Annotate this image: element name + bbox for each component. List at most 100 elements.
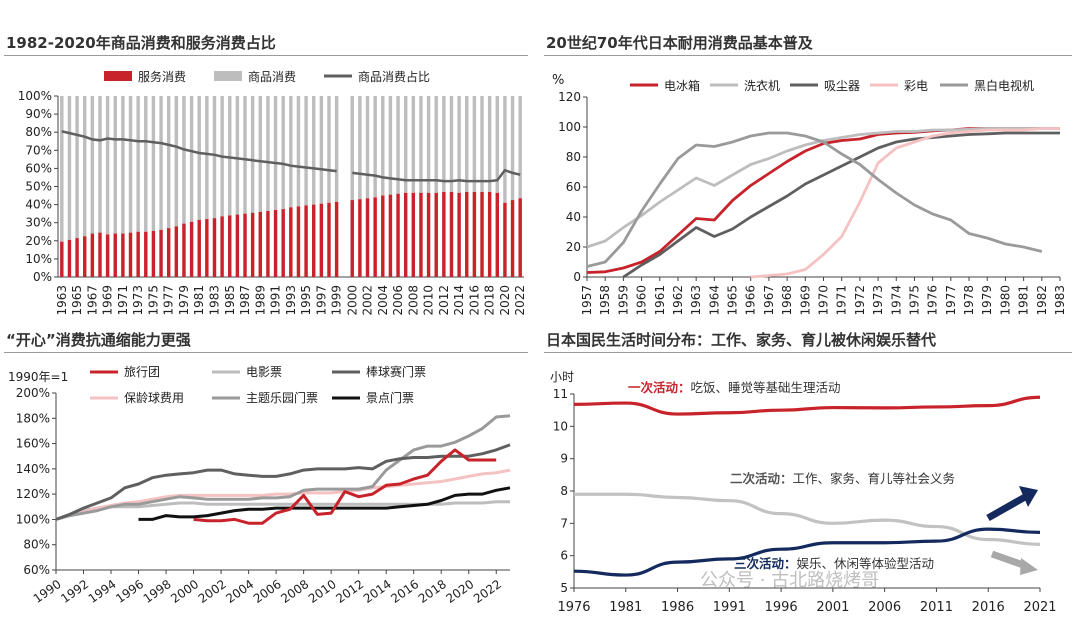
service-consumption-bar bbox=[235, 214, 240, 277]
chart2-x-tick-label: 1972 bbox=[853, 285, 867, 316]
goods-consumption-bar bbox=[75, 96, 79, 239]
goods-consumption-bar bbox=[266, 96, 270, 211]
service-consumption-bar bbox=[159, 229, 163, 277]
service-consumption-bar bbox=[212, 218, 217, 277]
goods-consumption-bar bbox=[228, 96, 232, 216]
service-consumption-bar bbox=[128, 232, 133, 277]
chart2-title-rule bbox=[544, 55, 1072, 56]
chart1-x-tick-label: 1963 bbox=[55, 285, 69, 316]
service-consumption-bar bbox=[174, 226, 179, 277]
service-consumption-bar bbox=[327, 202, 331, 277]
goods-consumption-bar bbox=[334, 96, 339, 202]
chart2-x-tick-label: 1962 bbox=[671, 285, 685, 316]
goods-consumption-bar bbox=[128, 96, 133, 233]
chart3-x-tick-label: 2022 bbox=[471, 577, 504, 606]
goods-consumption-bar bbox=[144, 96, 148, 232]
goods-consumption-bar bbox=[60, 96, 64, 242]
chart2-x-tick-label: 1978 bbox=[962, 285, 976, 316]
chart2-title: 20世纪70年代日本耐用消费品基本普及 bbox=[546, 34, 813, 52]
service-consumption-bar bbox=[411, 192, 416, 277]
chart4-annotation-text: 工作、家务、育儿等社会义务 bbox=[793, 471, 956, 486]
service-consumption-bar bbox=[396, 193, 400, 277]
chart3-x-tick-label: 2008 bbox=[278, 577, 311, 606]
goods-consumption-bar bbox=[289, 96, 293, 208]
goods-consumption-bar bbox=[105, 96, 110, 235]
chart2-x-tick-label: 1959 bbox=[616, 285, 630, 316]
goods-consumption-bar bbox=[82, 96, 87, 237]
chart4-x-tick-label: 1996 bbox=[765, 600, 798, 615]
chart1-x-tick-label: 2022 bbox=[513, 285, 527, 316]
service-consumption-bar bbox=[465, 191, 469, 277]
chart3-series-line bbox=[193, 448, 497, 525]
chart2-legend-label: 吸尘器 bbox=[824, 79, 860, 93]
chart1-legend-swatch bbox=[104, 71, 132, 81]
chart2-y-unit: % bbox=[552, 73, 564, 88]
goods-consumption-bar bbox=[449, 96, 454, 192]
chart3-x-tick-label: 2000 bbox=[168, 577, 201, 606]
service-consumption-bar bbox=[189, 221, 194, 277]
down-trend-arrow-icon bbox=[1020, 558, 1038, 575]
goods-consumption-bar bbox=[472, 96, 477, 192]
chart3-series-line bbox=[55, 500, 510, 521]
goods-consumption-bar bbox=[182, 96, 186, 224]
chart2-durables-line-chart: 0 20 40 60 80 100 120% 1957 1958 1959 1960 1961 1962… bbox=[552, 73, 1067, 316]
chart1-x-tick-label: 1977 bbox=[162, 285, 176, 316]
goods-consumption-bar bbox=[327, 96, 331, 203]
chart4-annotation: 一次活动：吃饭、睡觉等基础生理活动 bbox=[628, 380, 841, 395]
chart2-x-tick-label: 1965 bbox=[726, 285, 740, 316]
service-consumption-bar bbox=[220, 216, 224, 277]
chart4-x-tick-label: 2016 bbox=[972, 600, 1005, 615]
chart2-x-tick-label: 1977 bbox=[944, 285, 958, 316]
service-consumption-bar bbox=[480, 191, 484, 277]
up-trend-arrow-icon bbox=[1019, 486, 1038, 507]
chart4-x-tick-label: 2006 bbox=[868, 600, 901, 615]
chart3-legend-label: 电影票 bbox=[246, 365, 282, 379]
chart2-x-tick-label: 1968 bbox=[780, 285, 794, 316]
goods-consumption-bar bbox=[205, 96, 209, 220]
service-consumption-bar bbox=[334, 201, 339, 277]
service-consumption-bar bbox=[144, 231, 148, 277]
chart3-series-line bbox=[138, 486, 511, 521]
chart3-y-tick-label: 200% bbox=[16, 386, 50, 400]
chart4-y-tick-label: 9 bbox=[560, 452, 568, 466]
chart2-legend-label: 洗衣机 bbox=[744, 78, 780, 93]
chart4-y-tick-label: 11 bbox=[553, 387, 568, 401]
chart1-x-tick-label: 1981 bbox=[192, 285, 206, 316]
service-consumption-bar bbox=[350, 200, 354, 277]
goods-consumption-bar bbox=[403, 96, 408, 193]
goods-consumption-bar bbox=[311, 96, 316, 205]
chart4-y-tick-label: 5 bbox=[560, 581, 568, 595]
chart3-series-line bbox=[55, 414, 511, 521]
chart4-x-tick-label: 1991 bbox=[713, 600, 746, 615]
chart3-y-tick-label: 60% bbox=[23, 563, 50, 577]
chart3-x-tick-label: 2014 bbox=[361, 577, 394, 606]
service-consumption-bar bbox=[457, 192, 461, 277]
chart4-time-use-line-chart: 5 6 7 8 9 10 11 小时 1976 1981 1986 1991 1996 2001 2006 2… bbox=[550, 370, 1057, 615]
chart1-y-tick-label: 90% bbox=[25, 107, 52, 121]
chart1-x-tick-label: 1993 bbox=[284, 285, 298, 316]
chart2-x-tick-label: 1982 bbox=[1035, 285, 1049, 316]
chart2-legend-label: 黑白电视机 bbox=[974, 78, 1034, 93]
goods-consumption-bar bbox=[396, 96, 400, 194]
goods-consumption-bar bbox=[98, 96, 102, 233]
chart1-y-tick-label: 60% bbox=[25, 161, 52, 175]
chart1-legend-label: 商品消费 bbox=[248, 69, 296, 84]
up-trend-arrow-shaft bbox=[986, 493, 1027, 522]
chart1-y-tick-label: 80% bbox=[25, 125, 52, 139]
chart1-x-tick-label: 1967 bbox=[85, 285, 99, 316]
service-consumption-bar bbox=[82, 236, 87, 277]
goods-consumption-bar bbox=[212, 96, 217, 219]
chart1-x-tick-label: 1997 bbox=[314, 285, 328, 316]
chart2-legend-label: 电冰箱 bbox=[664, 78, 700, 93]
chart1-x-tick-label: 2008 bbox=[406, 285, 420, 316]
service-consumption-bar bbox=[426, 192, 431, 277]
chart1-y-tick-label: 10% bbox=[25, 252, 52, 266]
chart3-x-tick-label: 2018 bbox=[416, 577, 449, 606]
goods-consumption-bar bbox=[90, 96, 95, 234]
chart3-x-tick-label: 2016 bbox=[388, 577, 421, 606]
goods-consumption-bar bbox=[350, 96, 354, 201]
goods-consumption-bar bbox=[388, 96, 393, 195]
goods-consumption-bar bbox=[518, 96, 522, 199]
chart2-y-tick-label: 20 bbox=[566, 240, 581, 254]
chart2-legend-label: 彩电 bbox=[904, 79, 928, 93]
